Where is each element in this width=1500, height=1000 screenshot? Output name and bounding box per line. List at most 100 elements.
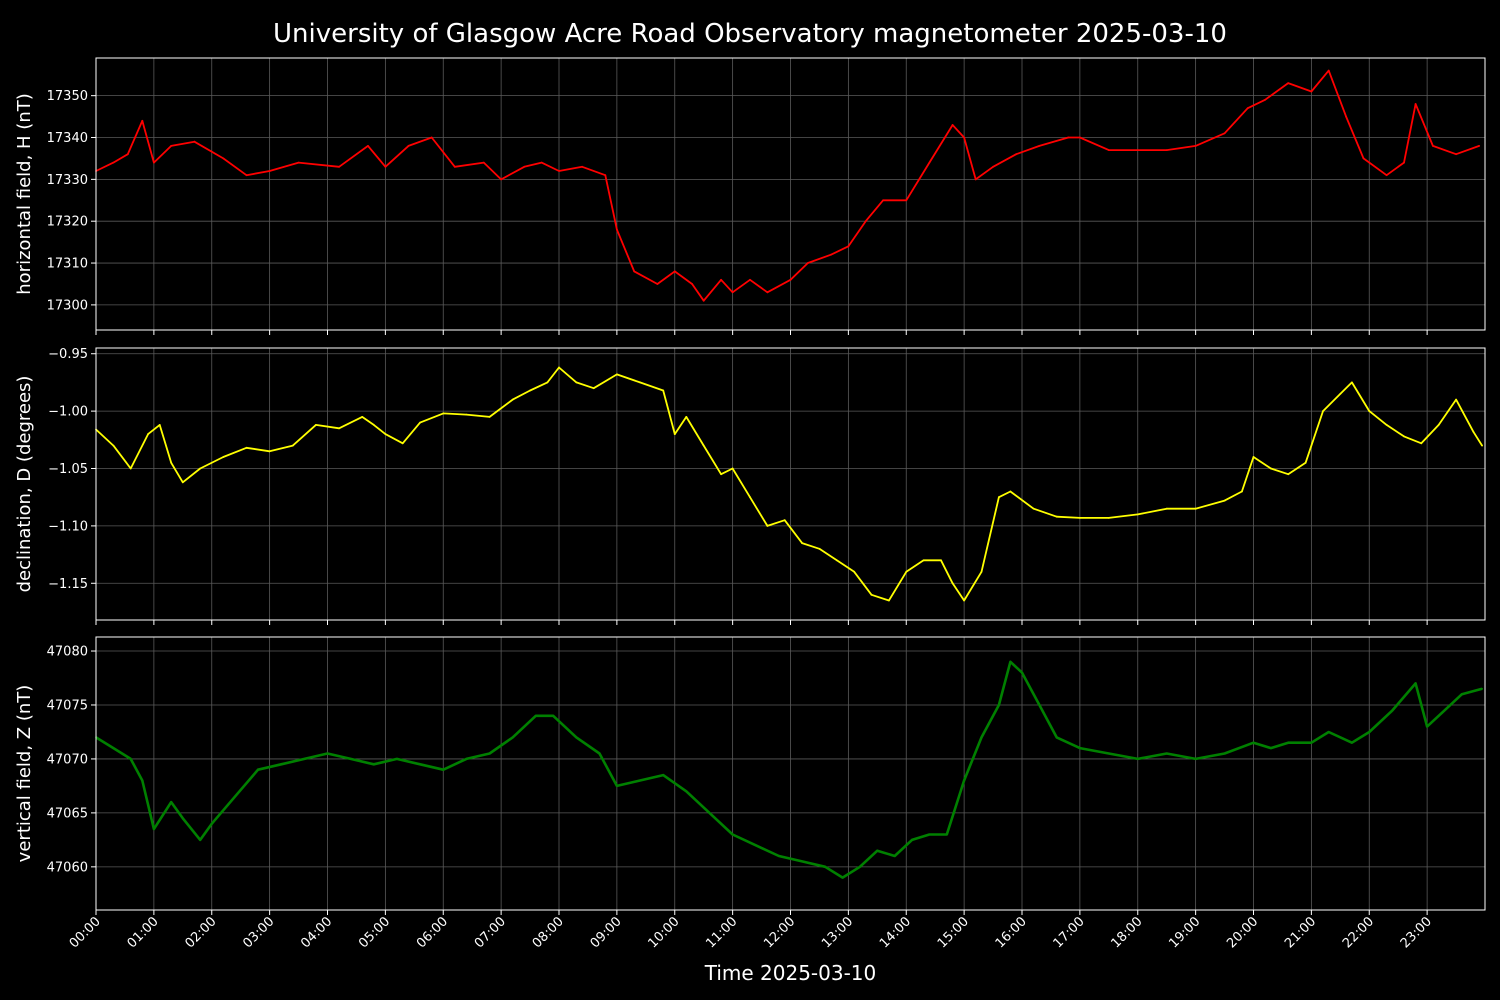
axes-frame — [95, 636, 1486, 911]
x-tick-label: 13:00 — [819, 914, 856, 951]
data-point — [268, 450, 271, 453]
data-point — [126, 153, 129, 156]
data-point — [592, 387, 595, 390]
axes-frame — [95, 57, 1486, 331]
data-point — [992, 165, 994, 168]
x-tick-label: 18:00 — [1108, 914, 1145, 951]
data-point — [546, 381, 549, 384]
data-point — [1136, 149, 1139, 152]
x-tick-label: 03:00 — [240, 914, 277, 951]
data-point — [297, 161, 300, 164]
data-point — [1351, 741, 1353, 744]
data-point — [963, 599, 965, 602]
data-point — [181, 481, 184, 484]
y-tick-label: 17330 — [47, 173, 88, 188]
data-point — [1455, 153, 1457, 156]
data-point — [326, 752, 329, 755]
data-point — [1194, 507, 1197, 510]
y-axis-label: vertical field, Z (nT) — [14, 685, 35, 863]
data-point — [639, 381, 641, 384]
data-point — [112, 747, 115, 749]
data-point — [170, 801, 173, 803]
data-point — [407, 145, 410, 147]
data-point — [338, 427, 340, 430]
data-point — [807, 262, 809, 264]
data-point — [234, 795, 236, 798]
series-line — [95, 660, 1483, 879]
data-point — [384, 165, 387, 168]
x-tick-label: 01:00 — [125, 914, 162, 951]
data-point — [511, 398, 514, 401]
data-point — [835, 559, 838, 562]
data-point — [575, 736, 578, 739]
data-point — [558, 170, 560, 172]
data-point — [1136, 758, 1139, 760]
data-point — [1287, 473, 1290, 476]
data-point — [442, 768, 445, 771]
data-point — [731, 833, 734, 836]
data-point — [749, 278, 751, 281]
data-point — [396, 758, 398, 760]
data-point — [1009, 660, 1012, 663]
data-point — [372, 424, 375, 426]
data-point — [1194, 145, 1197, 147]
data-point — [361, 416, 364, 418]
x-tick-label: 12:00 — [761, 914, 798, 951]
data-point — [945, 833, 948, 836]
data-point — [616, 785, 618, 787]
data-point — [911, 839, 913, 841]
data-point — [170, 145, 173, 147]
data-point — [1327, 731, 1330, 733]
data-point — [905, 570, 908, 573]
x-tick-label: 11:00 — [703, 914, 740, 951]
data-point — [465, 758, 468, 760]
data-point — [685, 416, 688, 418]
data-point — [1461, 693, 1463, 696]
data-point — [824, 865, 827, 868]
data-point — [315, 424, 317, 426]
x-tick-label: 04:00 — [298, 914, 335, 951]
data-point — [876, 849, 879, 852]
y-tick-label: 47060 — [47, 860, 88, 875]
data-point — [801, 860, 803, 863]
data-point — [1246, 107, 1249, 110]
x-tick-label: 02:00 — [182, 914, 219, 951]
data-point — [720, 278, 722, 281]
data-point — [500, 178, 502, 181]
y-tick-label: 47070 — [47, 752, 88, 767]
data-point — [888, 599, 890, 602]
data-point — [685, 790, 688, 793]
data-point — [708, 812, 711, 814]
data-point — [870, 593, 873, 596]
data-point — [303, 758, 306, 760]
data-point — [558, 366, 560, 369]
data-point — [1107, 752, 1110, 755]
data-point — [1107, 517, 1110, 519]
data-point — [1414, 682, 1417, 685]
data-point — [268, 170, 271, 172]
panel-2: −1.15 −1.10 −1.05 −1.00 −0.95 declination, D … — [14, 347, 1486, 625]
data-point — [633, 270, 636, 273]
data-point — [384, 433, 387, 435]
data-point — [893, 855, 896, 857]
data-point — [1136, 513, 1139, 516]
data-point — [1079, 747, 1081, 749]
data-point — [1270, 467, 1272, 470]
data-point — [222, 157, 225, 160]
data-point — [1067, 136, 1070, 139]
data-point — [153, 161, 155, 164]
data-point — [1368, 731, 1371, 733]
data-point — [1403, 161, 1405, 164]
data-point — [1391, 709, 1394, 712]
data-point — [488, 416, 491, 418]
data-point — [1426, 725, 1428, 728]
data-point — [158, 424, 161, 426]
data-point — [129, 758, 132, 760]
data-point — [766, 525, 769, 527]
data-point — [980, 570, 983, 573]
data-point — [818, 547, 821, 550]
data-point — [1055, 515, 1058, 518]
y-tick-label: −1.10 — [48, 519, 88, 534]
x-tick-label: 22:00 — [1340, 914, 1377, 951]
data-point — [1252, 456, 1255, 458]
